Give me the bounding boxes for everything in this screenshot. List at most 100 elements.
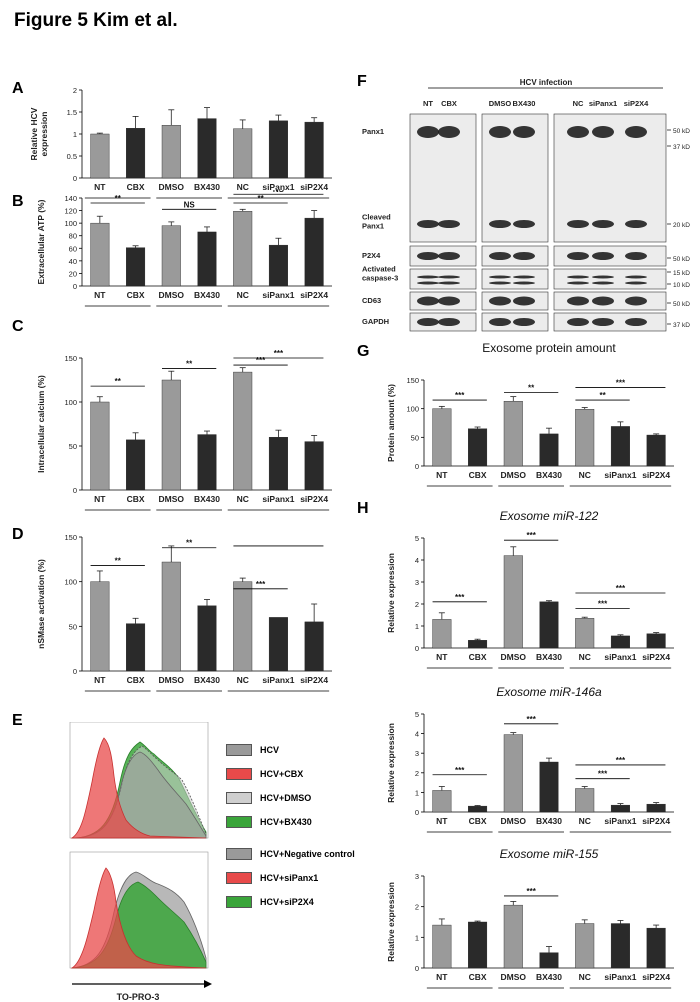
y-tick-label: 120 (64, 207, 77, 216)
blot-band (567, 275, 589, 279)
blot-band (567, 281, 589, 285)
x-tick-label: siP2X4 (642, 470, 670, 480)
legend-entry: HCV+siP2X4 (226, 890, 356, 914)
y-tick-label: 40 (69, 257, 77, 266)
panel-letter-b: B (12, 193, 24, 210)
panel-letter-a: A (12, 80, 24, 97)
blot-band (513, 275, 535, 279)
blot-band (625, 275, 647, 279)
bar-a-nc (233, 128, 253, 179)
ylabel-line: Extracellular ATP (%) (36, 199, 46, 284)
x-tick-label: DMSO (501, 816, 527, 826)
blot-row-label: Activated (362, 265, 396, 274)
blot-band (625, 126, 647, 138)
blot-row-label: caspase-3 (362, 274, 398, 283)
blot-strip (409, 268, 477, 290)
blot-band (567, 318, 589, 326)
y-tick-label: 100 (64, 578, 77, 587)
blot-row-label: GAPDH (362, 317, 389, 326)
ylabel-h2: Relative expression (386, 723, 396, 803)
bar-d-sip2x4 (304, 621, 324, 672)
bar-h2-sipanx1 (610, 804, 630, 813)
bar-g-nc (575, 409, 595, 467)
bar-a-bx430 (197, 118, 217, 179)
panel-letter-g: G (357, 343, 370, 360)
f-header: HCV infection (520, 78, 573, 87)
significance-label: ** (186, 360, 193, 369)
significance-label: ** (186, 539, 193, 548)
x-tick-label: BX430 (194, 182, 220, 192)
y-tick-label: 1 (415, 788, 419, 797)
blot-band (513, 126, 535, 138)
ylabel-c: Intracellular calcium (%) (36, 375, 46, 473)
x-tick-label: BX430 (536, 816, 562, 826)
chart-relative-hcv-expression: Relative HCV expression 0 0.5 1 1.5 2 NT CBX DMSO… (30, 86, 332, 199)
x-tick-label: BX430 (536, 652, 562, 662)
x-tick-label: DMSO (159, 290, 185, 300)
significance-label: ** (115, 557, 122, 566)
significance-label: *** (526, 715, 536, 724)
bar-c-cbx (126, 439, 146, 491)
x-tick-label: siP2X4 (300, 675, 328, 685)
bar-a-cbx (126, 128, 146, 179)
y-tick-label: 5 (415, 534, 419, 543)
blot-band (489, 252, 511, 260)
x-tick-label: BX430 (536, 972, 562, 982)
blot-band (438, 275, 460, 279)
x-tick-label: siPanx1 (262, 290, 294, 300)
legend-entry: HCV+DMSO (226, 786, 356, 810)
bar-g-nt (432, 408, 452, 467)
marker-label: 50 kD (673, 256, 690, 263)
significance-label: *** (455, 593, 465, 602)
blot-lane-label: siP2X4 (624, 99, 649, 108)
blot-band (438, 252, 460, 260)
bar-h2-nc (575, 788, 595, 813)
blot-strip (481, 268, 549, 290)
x-tick-label: NT (94, 182, 106, 192)
legend-entry: HCV+Negative control (226, 842, 356, 866)
x-tick-label: BX430 (194, 290, 220, 300)
bar-c-bx430 (197, 434, 217, 491)
marker-label: 37 kD (673, 322, 690, 329)
blot-band (592, 296, 614, 306)
chart-intracellular-calcium: Intracellular calcium (%) 0 50 100 150 NT CBX D… (36, 349, 332, 511)
y-tick-label: 5 (415, 710, 419, 719)
y-tick-label: 0 (73, 486, 77, 495)
bar-h3-dmso (503, 904, 523, 969)
bar-b-dmso (161, 225, 181, 287)
y-tick-label: 4 (415, 730, 419, 739)
panel-letter-c: C (12, 318, 24, 335)
x-tick-label: BX430 (194, 675, 220, 685)
ylabel-line: nSMase activation (%) (36, 559, 46, 649)
legend-e-bottom: HCV+Negative control HCV+siPanx1 HCV+siP2X… (226, 842, 356, 914)
ylabel-line: Intracellular calcium (%) (36, 375, 46, 473)
legend-entry: HCV+BX430 (226, 810, 356, 834)
blot-band (417, 126, 439, 138)
bar-d-dmso (161, 561, 181, 672)
y-tick-label: 1.5 (67, 108, 77, 117)
blot-band (438, 318, 460, 326)
blot-lane-label: NT (423, 99, 433, 108)
blot-row-label: P2X4 (362, 251, 381, 260)
y-tick-label: 80 (69, 232, 77, 241)
legend-entry: HCV (226, 738, 356, 762)
x-tick-label: DMSO (159, 675, 185, 685)
x-tick-label: siP2X4 (300, 182, 328, 192)
x-tick-label: BX430 (194, 494, 220, 504)
blot-band (592, 275, 614, 279)
blot-band (513, 296, 535, 306)
bar-h3-bx430 (539, 952, 559, 969)
y-tick-label: 20 (69, 269, 77, 278)
significance-label: *** (274, 349, 284, 358)
y-tick-label: 0 (415, 964, 419, 973)
bar-g-bx430 (539, 433, 559, 467)
blot-lane-label: siPanx1 (589, 99, 617, 108)
x-tick-label: CBX (469, 652, 487, 662)
ylabel-a: Relative HCV expression (30, 107, 49, 160)
x-tick-label: CBX (127, 494, 145, 504)
x-tick-label: NC (579, 816, 591, 826)
marker-label: 10 kD (673, 282, 690, 289)
blot-band (625, 318, 647, 326)
chart-title-h1: Exosome miR-122 (500, 509, 599, 523)
legend-label: HCV+BX430 (260, 817, 312, 827)
